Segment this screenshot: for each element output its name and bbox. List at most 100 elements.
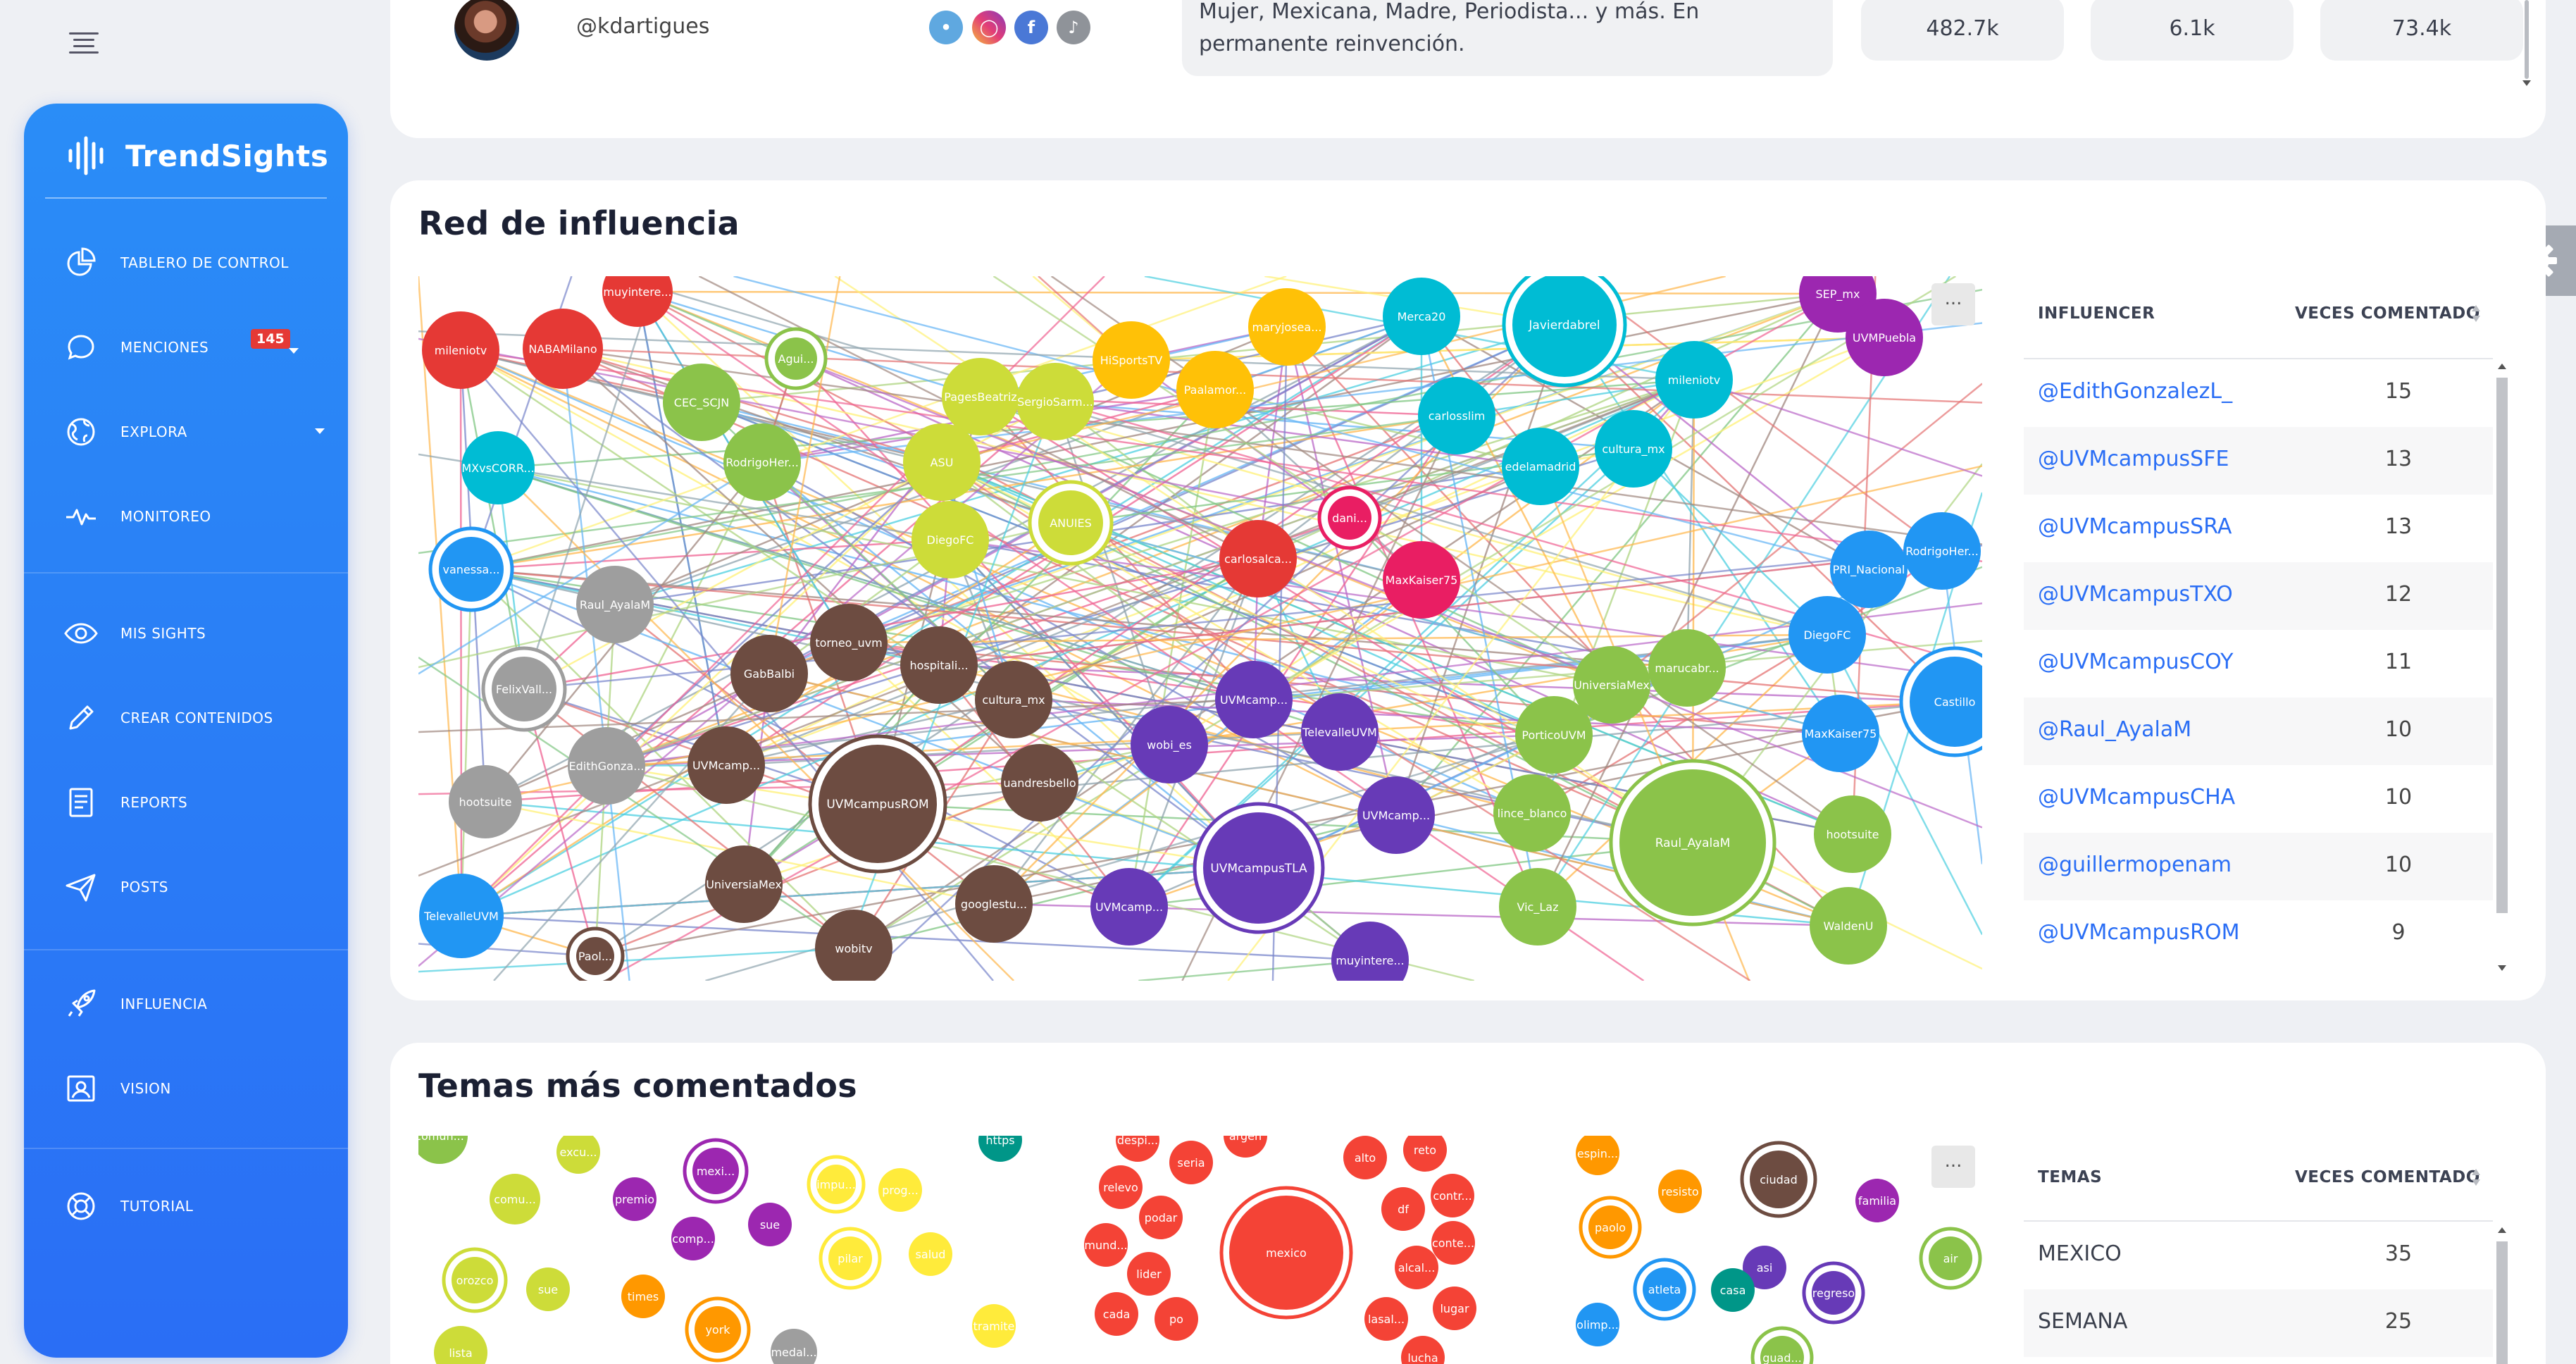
network-node[interactable]: TelevalleUVM	[419, 874, 504, 958]
network-node[interactable]: hospitali...	[900, 626, 978, 704]
influence-network-graph[interactable]: muyintere... mileniotv NABAMilano Agui... CE…	[418, 276, 1982, 981]
network-node[interactable]: PRI_Nacional	[1830, 531, 1908, 608]
topic-bubble[interactable]: mund...	[1084, 1223, 1128, 1267]
network-node[interactable]: muyintere...	[602, 276, 673, 327]
topic-bubble[interactable]: df	[1381, 1187, 1425, 1231]
topic-bubble[interactable]: conte...	[1431, 1221, 1475, 1265]
nav-item-vision[interactable]: VISION	[24, 1060, 348, 1117]
table-row[interactable]: @Raul_AyalaM 10	[2024, 698, 2493, 765]
nav-item-posts[interactable]: POSTS	[24, 859, 348, 915]
topic-bubble[interactable]: tramite	[972, 1304, 1016, 1348]
network-node[interactable]: Javierdabrel	[1502, 276, 1627, 388]
network-node[interactable]: Raul_AyalaM	[1609, 759, 1777, 926]
menu-toggle-icon[interactable]	[69, 31, 99, 55]
topic-bubble[interactable]: comun...	[418, 1136, 468, 1164]
twitter-icon[interactable]: •	[929, 11, 963, 44]
network-node[interactable]: cultura_mx	[1595, 410, 1672, 488]
topic-bubble[interactable]: comu...	[490, 1174, 540, 1224]
network-node[interactable]: cultura_mx	[975, 661, 1052, 738]
scroll-thumb[interactable]	[2496, 378, 2508, 913]
topic-bubble[interactable]: espin...	[1576, 1136, 1619, 1175]
topic-bubble[interactable]: orozco	[442, 1247, 508, 1313]
topics-table-scrollbar[interactable]	[2494, 1222, 2510, 1364]
scroll-thumb[interactable]	[2496, 1241, 2508, 1364]
topic-bubble[interactable]: olimp...	[1576, 1303, 1619, 1346]
nav-item-tutorial[interactable]: TUTORIAL	[24, 1178, 348, 1234]
topic-bubble[interactable]: sue	[748, 1203, 792, 1246]
topic-bubble[interactable]: despi...	[1116, 1136, 1159, 1162]
topics-bubble-chart[interactable]: comun... excu... comu... premio mexi... comp.…	[418, 1136, 1982, 1364]
network-node[interactable]: torneo_uvm	[810, 604, 888, 681]
network-svg[interactable]: muyintere... mileniotv NABAMilano Agui... CE…	[418, 276, 1982, 981]
column-header-topic[interactable]: TEMAS	[2038, 1168, 2103, 1186]
network-node[interactable]: Raul_AyalaM	[576, 566, 654, 643]
topic-bubble[interactable]: prog...	[878, 1168, 922, 1212]
nav-item-menciones[interactable]: MENCIONES 145	[24, 319, 348, 376]
topic-bubble[interactable]: asi	[1743, 1246, 1786, 1289]
nav-item-reports[interactable]: REPORTS	[24, 774, 348, 831]
topic-bubble[interactable]: familia	[1855, 1179, 1899, 1222]
sort-icon[interactable]	[2470, 1167, 2482, 1188]
network-node[interactable]: ASU	[903, 423, 981, 501]
network-node[interactable]: RodrigoHer...	[1903, 512, 1981, 590]
table-row[interactable]: @UVMcampusSFE 13	[2024, 427, 2493, 495]
topic-bubble[interactable]: impu...	[807, 1155, 866, 1214]
network-node[interactable]: WaldenU	[1810, 887, 1887, 965]
topic-bubble[interactable]: mexi...	[683, 1138, 749, 1204]
brand[interactable]: TrendSights	[66, 120, 328, 191]
network-node[interactable]: wobi_es	[1131, 706, 1208, 783]
scroll-down-icon[interactable]	[2497, 964, 2507, 972]
influencer-link[interactable]: @UVMcampusCHA	[2038, 785, 2236, 810]
network-node[interactable]: RodrigoHer...	[723, 423, 801, 501]
topic-bubble[interactable]: comp...	[671, 1217, 715, 1260]
network-node[interactable]: hootsuite	[1814, 795, 1891, 873]
network-node[interactable]: carlosslim	[1418, 377, 1495, 454]
table-row[interactable]: @guillermopenam 10	[2024, 833, 2493, 900]
topic-bubble[interactable]: argen	[1224, 1136, 1267, 1158]
topics-menu-button[interactable]: ...	[1931, 1146, 1975, 1188]
influencer-link[interactable]: @UVMcampusCOY	[2038, 650, 2234, 674]
topic-bubble[interactable]: alcal...	[1395, 1246, 1438, 1289]
topic-bubble[interactable]: lista	[434, 1326, 487, 1364]
topic-bubble[interactable]: podar	[1139, 1196, 1183, 1239]
topic-bubble[interactable]: regreso	[1802, 1261, 1865, 1325]
network-node[interactable]: MaxKaiser75	[1802, 695, 1879, 772]
network-node[interactable]: SergioSarm...	[1016, 363, 1094, 440]
topic-bubble[interactable]: lider	[1127, 1252, 1171, 1296]
network-node[interactable]: dani...	[1317, 485, 1382, 550]
topic-bubble[interactable]: relevo	[1099, 1165, 1143, 1209]
network-node[interactable]: Paol...	[566, 926, 625, 981]
network-node[interactable]: Castillo	[1899, 646, 1982, 757]
column-header-influencer[interactable]: INFLUENCER	[2038, 304, 2155, 323]
table-row[interactable]: @UVMcampusSRA 13	[2024, 495, 2493, 562]
network-node[interactable]: UVMcamp...	[1357, 776, 1435, 854]
topic-bubble[interactable]: air	[1919, 1227, 1982, 1290]
network-node[interactable]: DiegoFC	[911, 501, 989, 578]
influencer-handle[interactable]: @kdartigues	[576, 14, 710, 39]
topic-bubble[interactable]: paolo	[1579, 1196, 1642, 1259]
network-node[interactable]: hootsuite	[449, 765, 522, 838]
network-node[interactable]: carlosalca...	[1219, 520, 1297, 597]
influencer-link[interactable]: @UVMcampusSFE	[2038, 447, 2229, 471]
topic-name[interactable]: SEMANA	[2038, 1309, 2128, 1334]
network-node[interactable]: MXvsCORR...	[461, 431, 535, 504]
sort-icon[interactable]	[2470, 303, 2482, 324]
scroll-up-icon[interactable]	[2497, 362, 2507, 371]
network-node[interactable]: Vic_Laz	[1499, 868, 1576, 946]
scroll-up-icon[interactable]	[2497, 1226, 2507, 1234]
influencer-link[interactable]: @UVMcampusROM	[2038, 920, 2240, 945]
influencer-link[interactable]: @Raul_AyalaM	[2038, 717, 2192, 742]
network-node[interactable]: UVMcampusTLA	[1193, 802, 1325, 934]
graph-menu-button[interactable]: ...	[1931, 283, 1975, 326]
network-node[interactable]: Agui...	[764, 327, 828, 390]
topic-bubble[interactable]: cada	[1095, 1292, 1138, 1336]
topic-name[interactable]: MEXICO	[2038, 1241, 2122, 1266]
nav-item-explora[interactable]: EXPLORA	[24, 404, 348, 460]
network-node[interactable]: wobitv	[815, 910, 892, 981]
network-node[interactable]: UVMcamp...	[1090, 868, 1168, 946]
topic-bubble[interactable]: po	[1155, 1297, 1198, 1341]
topic-bubble[interactable]: medal...	[771, 1329, 817, 1364]
topic-bubble[interactable]: premio	[613, 1177, 657, 1221]
network-node[interactable]: ANUIES	[1028, 480, 1114, 566]
list-scrollbar[interactable]	[2519, 0, 2536, 89]
